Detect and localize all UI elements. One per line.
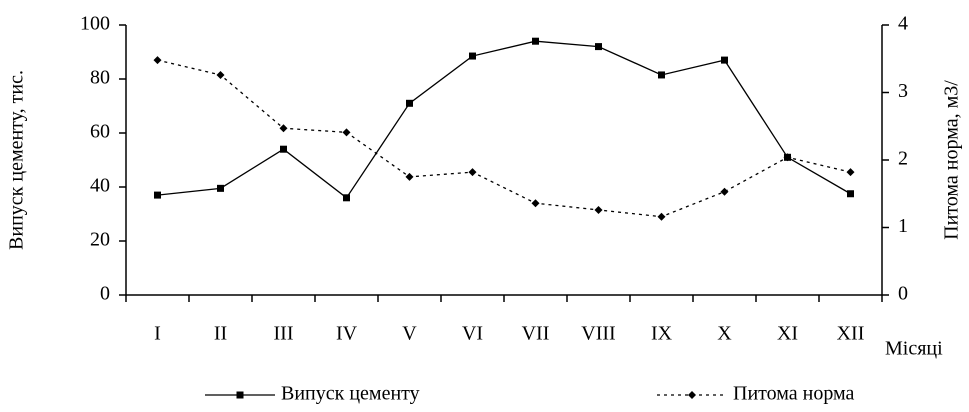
point xyxy=(406,99,413,107)
y-tick-label: 80 xyxy=(90,67,110,89)
x-tick-label: VIII xyxy=(581,323,615,345)
x-tick-label: I xyxy=(154,323,161,345)
point xyxy=(658,71,665,79)
point xyxy=(216,70,225,79)
point xyxy=(468,168,477,177)
point xyxy=(343,194,350,202)
point xyxy=(405,172,414,181)
y2-axis-label: Питома норма, м3/ xyxy=(941,80,963,240)
x-tick-label: V xyxy=(402,323,417,345)
point xyxy=(153,56,162,65)
point xyxy=(594,205,603,214)
y-axis-label: Випуск цементу, тис. xyxy=(6,70,28,250)
y2-tick-label: 0 xyxy=(898,283,908,305)
point xyxy=(721,56,728,64)
y2-tick-label: 2 xyxy=(898,148,908,170)
x-tick-label: VII xyxy=(522,323,550,345)
x-tick-label: XII xyxy=(837,323,865,345)
point xyxy=(783,153,792,162)
y-tick-label: 40 xyxy=(90,175,110,197)
x-tick-label: III xyxy=(274,323,294,345)
y2-tick-label: 4 xyxy=(898,13,908,35)
y-tick-label: 60 xyxy=(90,121,110,143)
point xyxy=(279,124,288,133)
legend-label: Питома норма xyxy=(733,383,855,405)
point xyxy=(846,168,855,177)
point xyxy=(720,187,729,196)
point xyxy=(847,190,854,198)
point xyxy=(217,184,224,192)
x-tick-label: XI xyxy=(777,323,798,345)
y-tick-label: 100 xyxy=(80,13,110,35)
series-line xyxy=(157,40,851,199)
point xyxy=(469,52,476,60)
series-line xyxy=(157,59,851,218)
point xyxy=(657,212,666,221)
x-tick-label: VI xyxy=(462,323,483,345)
point xyxy=(595,43,602,51)
x-axis-label: Місяці xyxy=(885,338,943,360)
y-tick-label: 0 xyxy=(100,283,110,305)
point xyxy=(342,128,351,137)
y2-tick-label: 3 xyxy=(898,80,908,102)
point xyxy=(531,199,540,208)
x-tick-label: IV xyxy=(336,323,358,345)
legend-marker xyxy=(688,391,696,399)
legend-marker xyxy=(236,391,244,399)
x-tick-label: X xyxy=(717,323,732,345)
y2-tick-label: 1 xyxy=(898,215,908,237)
point xyxy=(532,37,539,45)
legend-label: Випуск цементу xyxy=(281,383,420,405)
y-tick-label: 20 xyxy=(90,229,110,251)
point xyxy=(154,191,161,199)
point xyxy=(280,145,287,153)
x-tick-label: II xyxy=(214,323,227,345)
x-tick-label: IX xyxy=(651,323,673,345)
